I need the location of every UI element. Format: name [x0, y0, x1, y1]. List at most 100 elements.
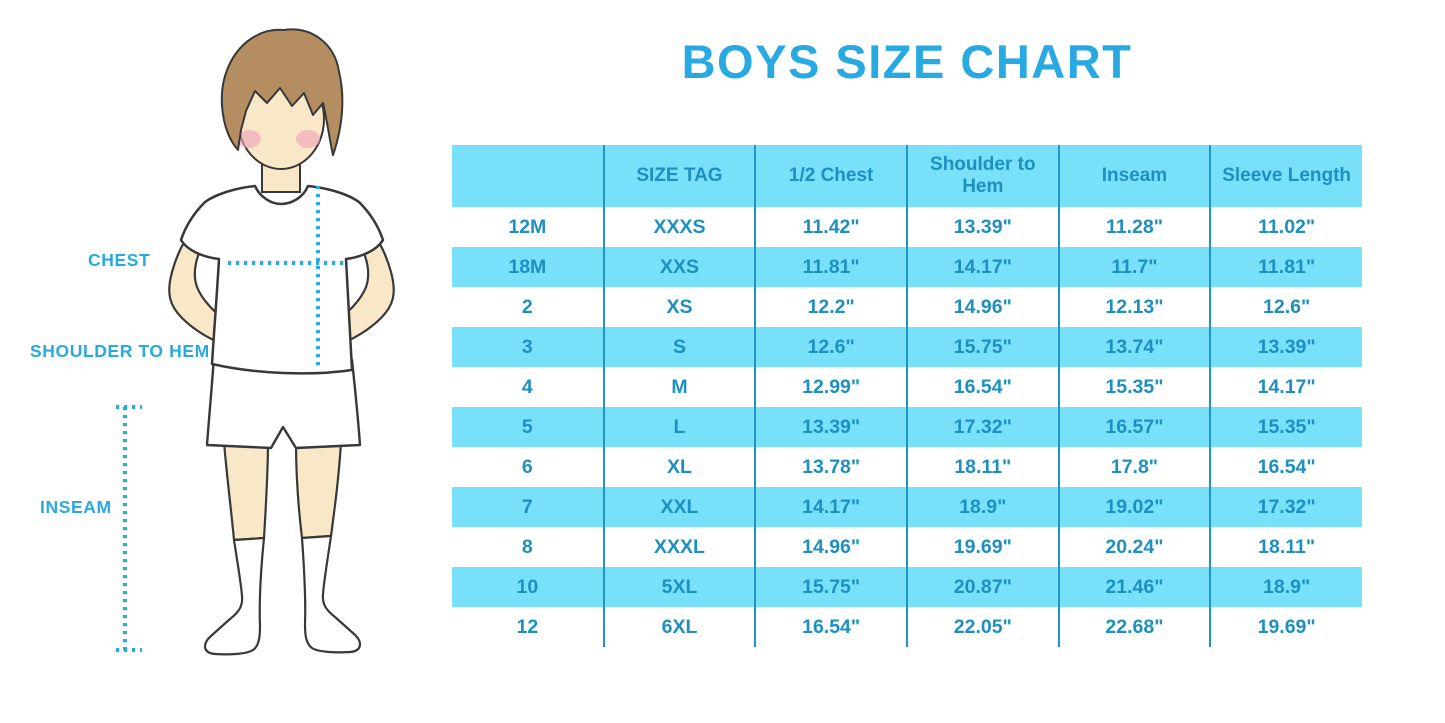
table-row: 18M XXS 11.81" 14.17" 11.7" 11.81" [452, 247, 1362, 287]
table-cell: L [603, 407, 757, 447]
table-cell: 12.2" [755, 287, 908, 327]
table-cell: 11.7" [1058, 247, 1212, 287]
chest-label: CHEST [88, 250, 151, 270]
table-cell: 2 [452, 287, 605, 327]
table-cell: 16.54" [906, 367, 1060, 407]
boy-hair [220, 28, 344, 156]
table-cell: 11.02" [1210, 207, 1362, 247]
size-table: SIZE TAG 1/2 Chest Shoulder to Hem Insea… [452, 145, 1362, 647]
boy-measurement-illustration: CHEST SHOULDER TO HEM INSEAM [0, 0, 452, 723]
table-cell: S [603, 327, 757, 367]
table-cell: 13.78" [755, 447, 908, 487]
table-cell: 17.8" [1058, 447, 1212, 487]
table-cell: 12.99" [755, 367, 908, 407]
table-cell: 22.05" [906, 607, 1060, 647]
table-cell: 18.9" [906, 487, 1060, 527]
boy-left-sock [204, 536, 266, 656]
table-cell: 7 [452, 487, 605, 527]
table-cell: 15.75" [906, 327, 1060, 367]
table-cell: 20.87" [906, 567, 1060, 607]
table-cell: 6 [452, 447, 605, 487]
table-cell: 5XL [603, 567, 757, 607]
table-cell: 18.11" [1210, 527, 1362, 567]
table-row: 12M XXXS 11.42" 13.39" 11.28" 11.02" [452, 207, 1362, 247]
table-cell: 13.39" [1210, 327, 1362, 367]
table-row: 8 XXXL 14.96" 19.69" 20.24" 18.11" [452, 527, 1362, 567]
table-cell: 3 [452, 327, 605, 367]
table-cell: 5 [452, 407, 605, 447]
table-cell: 11.42" [755, 207, 908, 247]
boy-right-blush [296, 130, 320, 148]
boy-left-leg [222, 440, 270, 542]
table-cell: 13.39" [906, 207, 1060, 247]
table-cell: M [603, 367, 757, 407]
table-cell: 6XL [603, 607, 757, 647]
table-row: 3 S 12.6" 15.75" 13.74" 13.39" [452, 327, 1362, 367]
table-row: 2 XS 12.2" 14.96" 12.13" 12.6" [452, 287, 1362, 327]
table-cell: 12.13" [1058, 287, 1212, 327]
table-cell: 18.9" [1210, 567, 1362, 607]
inseam-label: INSEAM [40, 497, 112, 517]
table-cell: 19.02" [1058, 487, 1212, 527]
table-row: 6 XL 13.78" 18.11" 17.8" 16.54" [452, 447, 1362, 487]
table-row: 12 6XL 16.54" 22.05" 22.68" 19.69" [452, 607, 1362, 647]
boy-shorts [205, 354, 362, 450]
measurement-guides [116, 186, 347, 652]
table-cell: 18M [452, 247, 605, 287]
boy-right-sock [300, 534, 361, 654]
table-cell: 4 [452, 367, 605, 407]
table-cell: 11.81" [755, 247, 908, 287]
header-size [452, 145, 605, 207]
table-cell: 15.35" [1058, 367, 1212, 407]
table-cell: 19.69" [906, 527, 1060, 567]
table-cell: 17.32" [1210, 487, 1362, 527]
table-cell: 20.24" [1058, 527, 1212, 567]
table-cell: 12M [452, 207, 605, 247]
table-cell: 14.17" [906, 247, 1060, 287]
boy-tshirt [179, 184, 385, 375]
boy-illustration-svg [116, 28, 395, 656]
table-cell: 16.57" [1058, 407, 1212, 447]
table-cell: 11.28" [1058, 207, 1212, 247]
table-cell: 14.17" [755, 487, 908, 527]
header-half-chest: 1/2 Chest [755, 145, 908, 207]
table-cell: 22.68" [1058, 607, 1212, 647]
header-sleeve-length: Sleeve Length [1210, 145, 1362, 207]
table-cell: XXXL [603, 527, 757, 567]
table-cell: 12.6" [1210, 287, 1362, 327]
table-cell: 14.17" [1210, 367, 1362, 407]
table-cell: 16.54" [1210, 447, 1362, 487]
size-table-header: SIZE TAG 1/2 Chest Shoulder to Hem Insea… [452, 145, 1362, 207]
table-row: 7 XXL 14.17" 18.9" 19.02" 17.32" [452, 487, 1362, 527]
table-cell: 19.69" [1210, 607, 1362, 647]
header-size-tag: SIZE TAG [603, 145, 757, 207]
table-cell: XXL [603, 487, 757, 527]
table-cell: 13.39" [755, 407, 908, 447]
table-cell: 21.46" [1058, 567, 1212, 607]
table-cell: XXXS [603, 207, 757, 247]
size-table-body: 12M XXXS 11.42" 13.39" 11.28" 11.02" 18M XXS 11.… [452, 207, 1362, 647]
boy-left-blush [237, 130, 261, 148]
table-row: 4 M 12.99" 16.54" 15.35" 14.17" [452, 367, 1362, 407]
header-shoulder-to-hem: Shoulder to Hem [906, 145, 1060, 207]
table-row: 5 L 13.39" 17.32" 16.57" 15.35" [452, 407, 1362, 447]
header-row: SIZE TAG 1/2 Chest Shoulder to Hem Insea… [452, 145, 1362, 207]
table-cell: XL [603, 447, 757, 487]
table-cell: 14.96" [755, 527, 908, 567]
table-cell: XS [603, 287, 757, 327]
table-cell: 15.35" [1210, 407, 1362, 447]
header-inseam: Inseam [1058, 145, 1212, 207]
table-cell: 16.54" [755, 607, 908, 647]
table-cell: 11.81" [1210, 247, 1362, 287]
page-title: BOYS SIZE CHART [681, 35, 1133, 88]
table-cell: 15.75" [755, 567, 908, 607]
table-cell: 17.32" [906, 407, 1060, 447]
table-cell: 18.11" [906, 447, 1060, 487]
table-cell: XXS [603, 247, 757, 287]
shoulder-to-hem-label: SHOULDER TO HEM [30, 341, 210, 361]
table-cell: 14.96" [906, 287, 1060, 327]
table-row: 10 5XL 15.75" 20.87" 21.46" 18.9" [452, 567, 1362, 607]
boy-right-leg [294, 440, 343, 540]
boy-left-arm [168, 212, 231, 346]
